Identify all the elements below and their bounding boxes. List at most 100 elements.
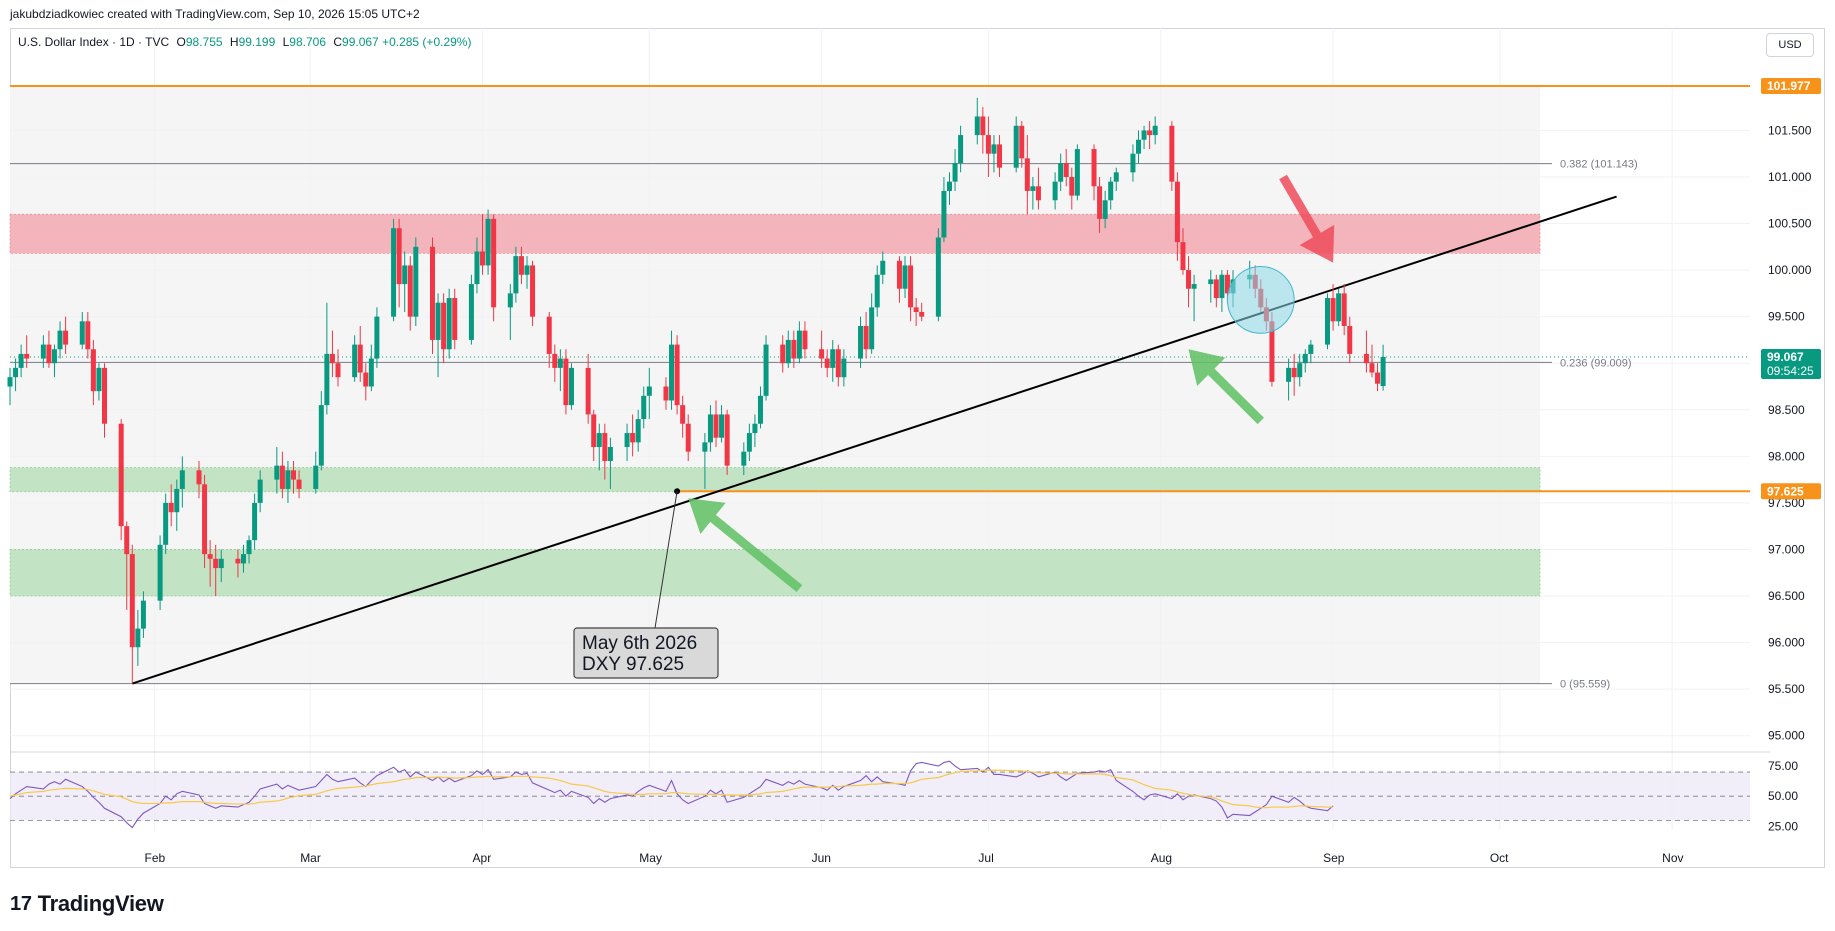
candle-body: [402, 265, 408, 285]
fib-label: 0.236 (99.009): [1560, 357, 1632, 369]
tradingview-logo[interactable]: 17 TradingView: [10, 891, 164, 917]
candle-body: [352, 344, 358, 378]
candle-body: [858, 325, 864, 359]
fib-label: 0 (95.559): [1560, 679, 1610, 691]
candle-body: [357, 344, 363, 373]
candle-body: [1186, 270, 1192, 289]
candle-body: [1069, 176, 1075, 196]
candle-body: [63, 330, 69, 345]
candle-body: [391, 228, 397, 317]
candle-body: [218, 558, 224, 569]
candle-body: [713, 414, 719, 438]
y-tick: 95.000: [1768, 729, 1805, 743]
candle-body: [452, 298, 458, 340]
candle-body: [724, 414, 730, 466]
currency-selector[interactable]: USD: [1766, 33, 1814, 57]
candle-body: [1213, 279, 1219, 299]
change-value: +0.285 (+0.29%): [382, 35, 472, 49]
price-tag-text: 101.977: [1767, 79, 1811, 93]
x-tick: Jun: [812, 851, 831, 865]
candle-body: [1108, 181, 1114, 201]
candle-body: [446, 298, 452, 350]
candle-body: [935, 237, 941, 317]
candle-body: [441, 302, 447, 350]
candle-body: [79, 321, 85, 345]
candle-body: [102, 367, 108, 424]
candle-body: [468, 284, 474, 340]
candle-body: [1058, 163, 1064, 182]
y-tick: 101.500: [1768, 123, 1812, 137]
high-label: H: [229, 35, 239, 49]
candle-body: [869, 307, 875, 350]
candle-body: [1063, 163, 1069, 177]
candle-body: [741, 451, 747, 466]
candle-body: [985, 135, 991, 154]
candle-body: [85, 321, 91, 350]
candle-body: [13, 367, 19, 378]
candle-body: [1369, 363, 1375, 373]
candle-body: [980, 116, 986, 136]
y-tick: 97.000: [1768, 542, 1805, 556]
candle-body: [1141, 130, 1147, 140]
candle-body: [324, 353, 330, 406]
candle-body: [1325, 298, 1331, 345]
highlight-circle: [1226, 266, 1295, 334]
price-tag: [1761, 78, 1821, 95]
candle-body: [1147, 130, 1153, 136]
candle-body: [974, 116, 980, 136]
candle-body: [213, 558, 219, 569]
candle-body: [1097, 186, 1103, 219]
candle-body: [819, 349, 825, 359]
candle-body: [680, 405, 686, 424]
candle-body: [1174, 181, 1180, 243]
candle-body: [318, 405, 324, 466]
x-tick: Feb: [145, 851, 166, 865]
candle-body: [646, 386, 652, 396]
x-tick: Oct: [1490, 851, 1509, 865]
candle-body: [880, 260, 886, 275]
candle-body: [530, 265, 536, 317]
candle-body: [1135, 139, 1141, 154]
y-tick: 98.000: [1768, 449, 1805, 463]
high-value: 99.199: [238, 35, 276, 49]
candle-body: [57, 330, 63, 350]
candle-body: [518, 256, 524, 275]
candle-body: [163, 502, 169, 545]
candle-body: [635, 419, 641, 443]
arrow-up-arrow: [688, 498, 803, 593]
candle-body: [291, 470, 297, 480]
y-tick: 95.500: [1768, 682, 1805, 696]
candle-body: [1113, 172, 1119, 182]
close-value: 99.067: [342, 35, 379, 49]
y-tick: 100.000: [1768, 263, 1812, 277]
candle-body: [507, 293, 513, 308]
candle-body: [802, 330, 808, 350]
candle-body: [835, 349, 841, 378]
candle-body: [780, 344, 786, 364]
candle-body: [991, 144, 997, 154]
candle-body: [824, 358, 830, 368]
rsi-tick: 75.00: [1768, 759, 1798, 773]
candle-body: [274, 465, 280, 480]
candle-body: [40, 344, 46, 359]
candle-body: [363, 372, 369, 387]
candle-body: [179, 470, 185, 489]
y-tick: 96.500: [1768, 589, 1805, 603]
rsi-ma-line: [9, 769, 1334, 809]
candle-body: [140, 600, 146, 629]
callout-line1: May 6th 2026: [582, 633, 697, 654]
y-tick: 98.500: [1768, 403, 1805, 417]
price-tag: [1761, 483, 1821, 500]
resistance-zone: [9, 213, 1541, 254]
candle-body: [235, 558, 241, 564]
candle-body: [1024, 158, 1030, 191]
y-tick: 100.500: [1768, 217, 1812, 231]
candle-body: [1291, 367, 1297, 378]
candle-body: [997, 144, 1003, 168]
callout-box: [573, 627, 719, 679]
brand-name: TradingView: [37, 891, 164, 916]
candle-body: [90, 349, 96, 392]
x-tick: Jul: [978, 851, 993, 865]
candle-body: [1130, 153, 1136, 173]
